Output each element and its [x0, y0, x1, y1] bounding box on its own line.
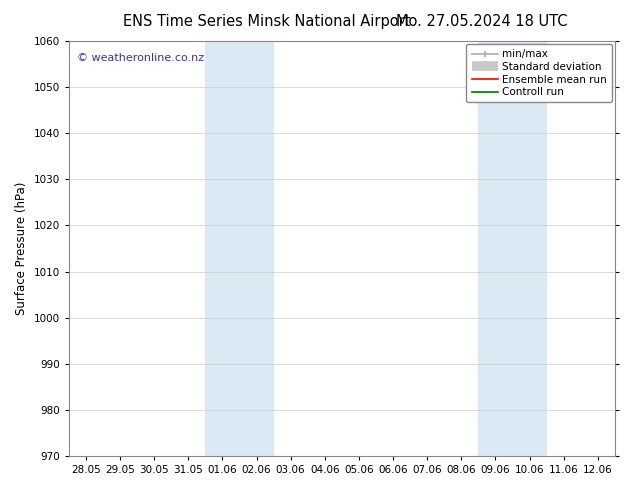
Y-axis label: Surface Pressure (hPa): Surface Pressure (hPa): [15, 182, 28, 315]
Text: ENS Time Series Minsk National Airport: ENS Time Series Minsk National Airport: [122, 14, 410, 29]
Legend: min/max, Standard deviation, Ensemble mean run, Controll run: min/max, Standard deviation, Ensemble me…: [467, 44, 612, 102]
Text: © weatheronline.co.nz: © weatheronline.co.nz: [77, 53, 204, 64]
Bar: [205, 41, 274, 456]
Bar: [478, 41, 547, 456]
Text: Mo. 27.05.2024 18 UTC: Mo. 27.05.2024 18 UTC: [396, 14, 567, 29]
